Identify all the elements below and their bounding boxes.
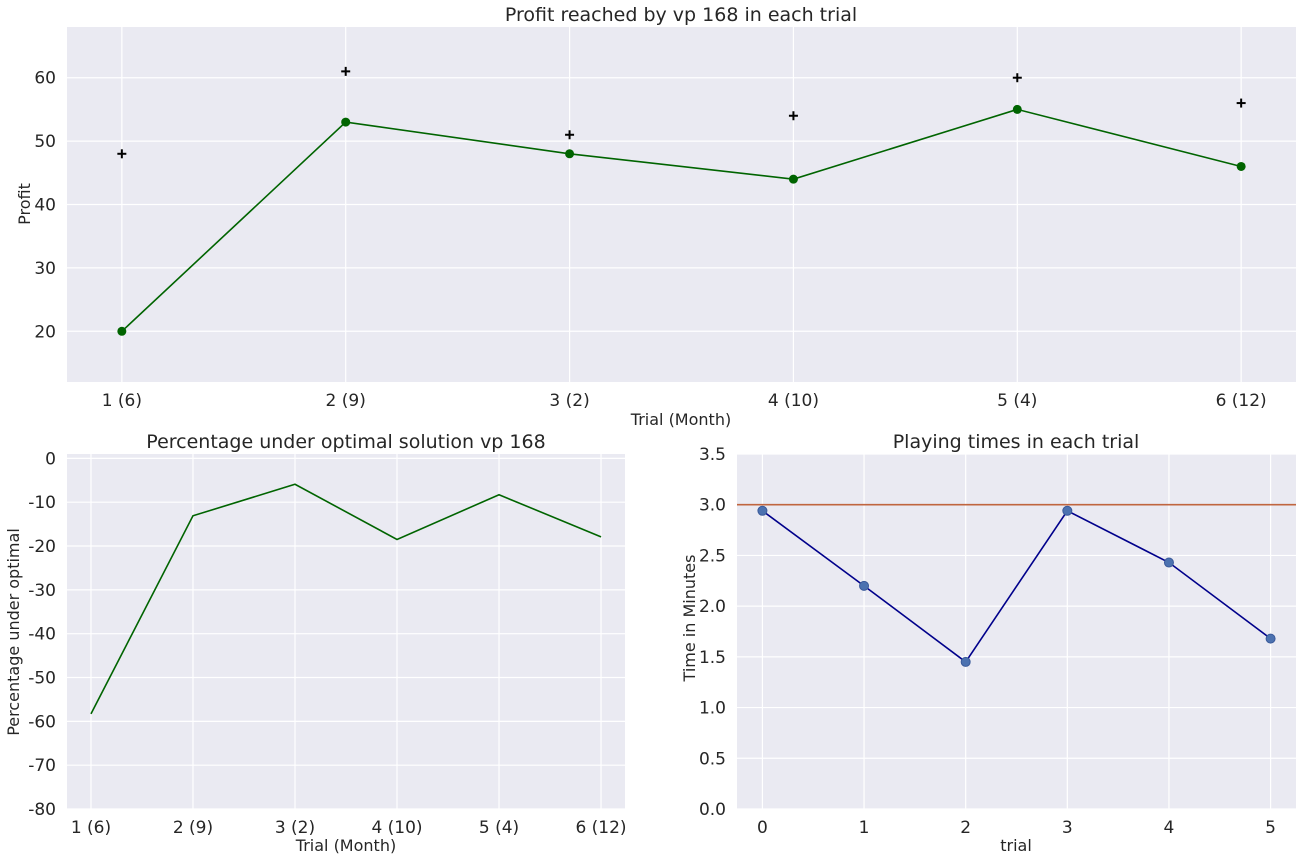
data-point [1265, 633, 1276, 644]
y-tick-label: -70 [28, 756, 56, 776]
data-point-plus [117, 149, 127, 159]
profit-marks [117, 66, 1246, 336]
x-tick-label: 3 [1062, 818, 1073, 838]
y-tick-label: 0.5 [699, 749, 726, 769]
data-point [341, 117, 351, 127]
data-point-plus [1012, 73, 1022, 83]
x-tick-label: 1 (6) [102, 391, 142, 411]
y-tick-label: 3.0 [699, 496, 726, 516]
y-tick-label: -40 [28, 625, 56, 645]
data-point-plus [341, 66, 351, 76]
x-tick-label: 3 (2) [549, 391, 589, 411]
data-point-plus [565, 130, 575, 140]
data-point [788, 174, 798, 184]
x-tick-label: 6 (12) [1216, 391, 1267, 411]
y-tick-label: 1.5 [699, 648, 726, 668]
y-tick-label: 60 [34, 69, 56, 89]
data-point [1012, 104, 1022, 114]
times-ylabel: Time in Minutes [680, 555, 699, 683]
data-point-plus [788, 111, 798, 121]
data-point [757, 505, 768, 516]
series-line [761, 509, 1272, 664]
x-tick-label: 5 [1265, 818, 1276, 838]
x-tick-label: 5 (4) [997, 391, 1037, 411]
percentage-grid [67, 454, 625, 810]
times-xlabel: trial [1000, 836, 1032, 855]
x-tick-label: 0 [757, 818, 768, 838]
x-tick-label: 4 (10) [371, 818, 422, 838]
percentage-marks [90, 483, 602, 715]
x-tick-label: 2 (9) [173, 818, 213, 838]
times-marks [737, 503, 1296, 667]
times-tick-labels: 0 1 2 3 4 5 0.0 0.5 1.0 1.5 2.0 2.5 3.0 3.5 [699, 445, 1276, 838]
data-point [565, 149, 575, 159]
x-tick-label: 1 (6) [71, 818, 111, 838]
data-point [960, 656, 971, 667]
y-tick-label: -10 [28, 493, 56, 513]
times-chart: 0 1 2 3 4 5 0.0 0.5 1.0 1.5 2.0 2.5 3.0 3.5 Playing t… [680, 431, 1296, 855]
y-tick-label: 50 [34, 132, 56, 152]
percentage-tick-labels: 1 (6) 2 (9) 3 (2) 4 (10) 5 (4) 6 (12) 0 -10 -20 -… [28, 449, 626, 838]
percentage-chart: 1 (6) 2 (9) 3 (2) 4 (10) 5 (4) 6 (12) 0 -10 -20 -… [4, 431, 627, 855]
data-point [859, 580, 870, 591]
x-tick-label: 3 (2) [275, 818, 315, 838]
percentage-ylabel: Percentage under optimal [4, 528, 23, 736]
y-tick-label: 2.0 [699, 597, 726, 617]
y-tick-label: 1.0 [699, 699, 726, 719]
data-point [117, 326, 127, 336]
x-tick-label: 6 (12) [575, 818, 626, 838]
x-tick-label: 4 (10) [768, 391, 819, 411]
y-tick-label: 0 [45, 449, 56, 469]
percentage-xlabel: Trial (Month) [295, 836, 396, 855]
y-tick-label: -30 [28, 581, 56, 601]
profit-xlabel: Trial (Month) [630, 410, 731, 429]
y-tick-label: -50 [28, 669, 56, 689]
percentage-title: Percentage under optimal solution vp 168 [146, 431, 545, 453]
y-tick-label: 0.0 [699, 800, 726, 820]
y-tick-label: -20 [28, 537, 56, 557]
y-tick-label: 40 [34, 196, 56, 216]
x-tick-label: 4 [1164, 818, 1175, 838]
x-tick-label: 5 (4) [479, 818, 519, 838]
y-tick-label: 30 [34, 259, 56, 279]
data-point-plus [1236, 98, 1246, 108]
profit-tick-labels: 1 (6) 2 (9) 3 (2) 4 (10) 5 (4) 6 (12) 20 30 40 50… [34, 69, 1266, 411]
profit-grid [67, 27, 1296, 382]
x-tick-label: 1 [859, 818, 870, 838]
profit-chart: 1 (6) 2 (9) 3 (2) 4 (10) 5 (4) 6 (12) 20 30 40 50… [15, 4, 1296, 429]
y-tick-label: 20 [34, 322, 56, 342]
percentage-plot-area [67, 454, 625, 809]
y-tick-label: 2.5 [699, 546, 726, 566]
series-line [121, 108, 1242, 332]
x-tick-label: 2 [960, 818, 971, 838]
series-line [90, 483, 602, 715]
times-title: Playing times in each trial [893, 431, 1140, 453]
y-tick-label: 3.5 [699, 445, 726, 465]
profit-title: Profit reached by vp 168 in each trial [505, 4, 857, 26]
data-point [1236, 161, 1246, 171]
y-tick-label: -80 [28, 800, 56, 820]
profit-ylabel: Profit [15, 183, 34, 225]
y-tick-label: -60 [28, 712, 56, 732]
x-tick-label: 2 (9) [326, 391, 366, 411]
data-point [1163, 557, 1174, 568]
times-plot-area [737, 454, 1296, 809]
data-point [1062, 505, 1073, 516]
